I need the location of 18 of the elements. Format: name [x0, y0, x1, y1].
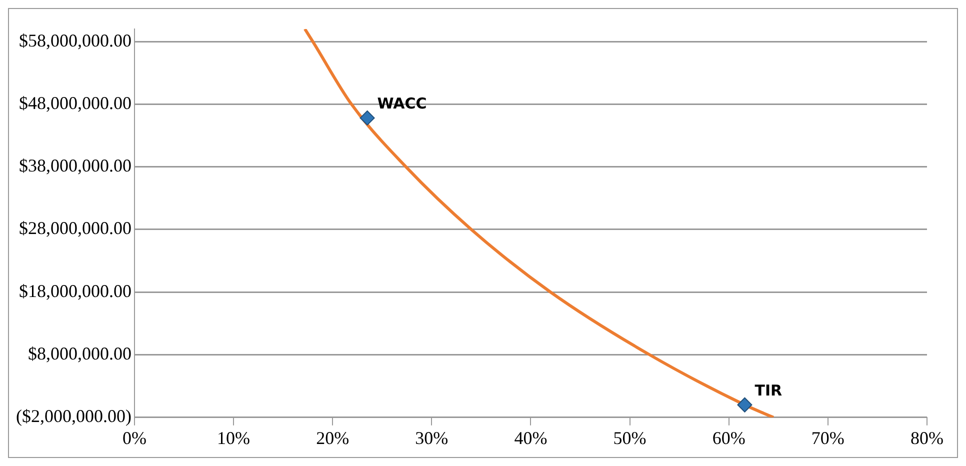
y-tick-label: $48,000,000.00 [18, 92, 132, 113]
x-tick-label: 10% [217, 428, 250, 448]
y-tick-label: $28,000,000.00 [18, 218, 132, 238]
x-tick-label: 0% [122, 428, 146, 448]
y-tick-label: $58,000,000.00 [18, 30, 132, 50]
x-tick-label: 30% [415, 428, 448, 448]
y-tick-label: $8,000,000.00 [28, 343, 132, 364]
y-tick-label: ($2,000,000.00) [16, 406, 132, 426]
annotation: TIR [754, 381, 783, 400]
x-tick-label: 80% [910, 428, 944, 448]
y-tick-label: $38,000,000.00 [18, 156, 132, 176]
y-tick-label: $18,000,000.00 [18, 280, 132, 301]
x-tick-label: 20% [316, 428, 350, 448]
x-tick-label: 50% [613, 428, 646, 448]
x-tick-label: 60% [712, 428, 746, 448]
x-tick-label: 40% [514, 428, 548, 448]
x-tick-label: 70% [811, 428, 844, 448]
annotation: WACC [377, 94, 427, 112]
